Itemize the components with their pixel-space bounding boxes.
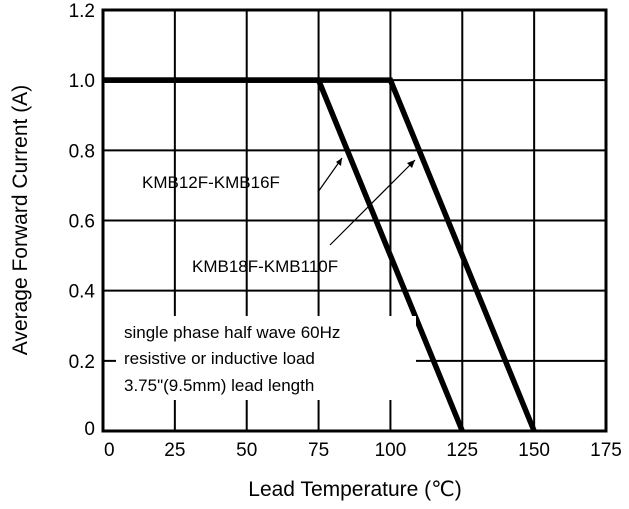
annotation-group	[317, 157, 416, 246]
annotation-line-2: resistive or inductive load	[124, 349, 315, 368]
series-lines	[103, 77, 537, 433]
x-tick-label: 0	[104, 440, 115, 461]
y-tick-label: 1.0	[69, 71, 95, 92]
series-line-2	[103, 77, 537, 433]
y-tick-label: 0.4	[69, 282, 96, 303]
x-axis-label: Lead Temperature (℃)	[248, 478, 461, 501]
annotation-line-1: single phase half wave 60Hz	[124, 323, 340, 342]
y-axis-label: Average Forward Current (A)	[9, 85, 32, 355]
series-1-label: KMB12F-KMB16F	[142, 173, 280, 192]
series-2-label: KMB18F-KMB110F	[192, 257, 338, 276]
tick-labels: 0 25 50 75 100 125 150 175 0 0.2 0.4 0.6 0.8 1.0 1.2	[69, 1, 622, 461]
x-tick-label: 50	[236, 440, 257, 461]
y-tick-label: 0	[84, 419, 95, 440]
series-2-pointer-arrowhead	[407, 160, 415, 168]
y-tick-label: 1.2	[69, 1, 95, 22]
annotation-line-3: 3.75"(9.5mm) lead length	[124, 376, 314, 395]
series-2-pointer	[329, 159, 416, 246]
annotation-background	[116, 316, 416, 400]
x-tick-label: 150	[518, 440, 550, 461]
x-tick-label: 75	[308, 440, 329, 461]
series-1-pointer	[317, 157, 343, 193]
y-tick-label: 0.2	[69, 352, 95, 373]
x-tick-label: 125	[446, 440, 478, 461]
series-1-pointer-arrowhead	[336, 158, 342, 166]
x-tick-label: 100	[375, 440, 407, 461]
x-tick-label: 25	[164, 440, 185, 461]
y-tick-label: 0.8	[69, 141, 95, 162]
plot-frame	[101, 8, 608, 433]
y-tick-label: 0.6	[69, 212, 95, 233]
x-tick-label: 175	[590, 440, 622, 461]
